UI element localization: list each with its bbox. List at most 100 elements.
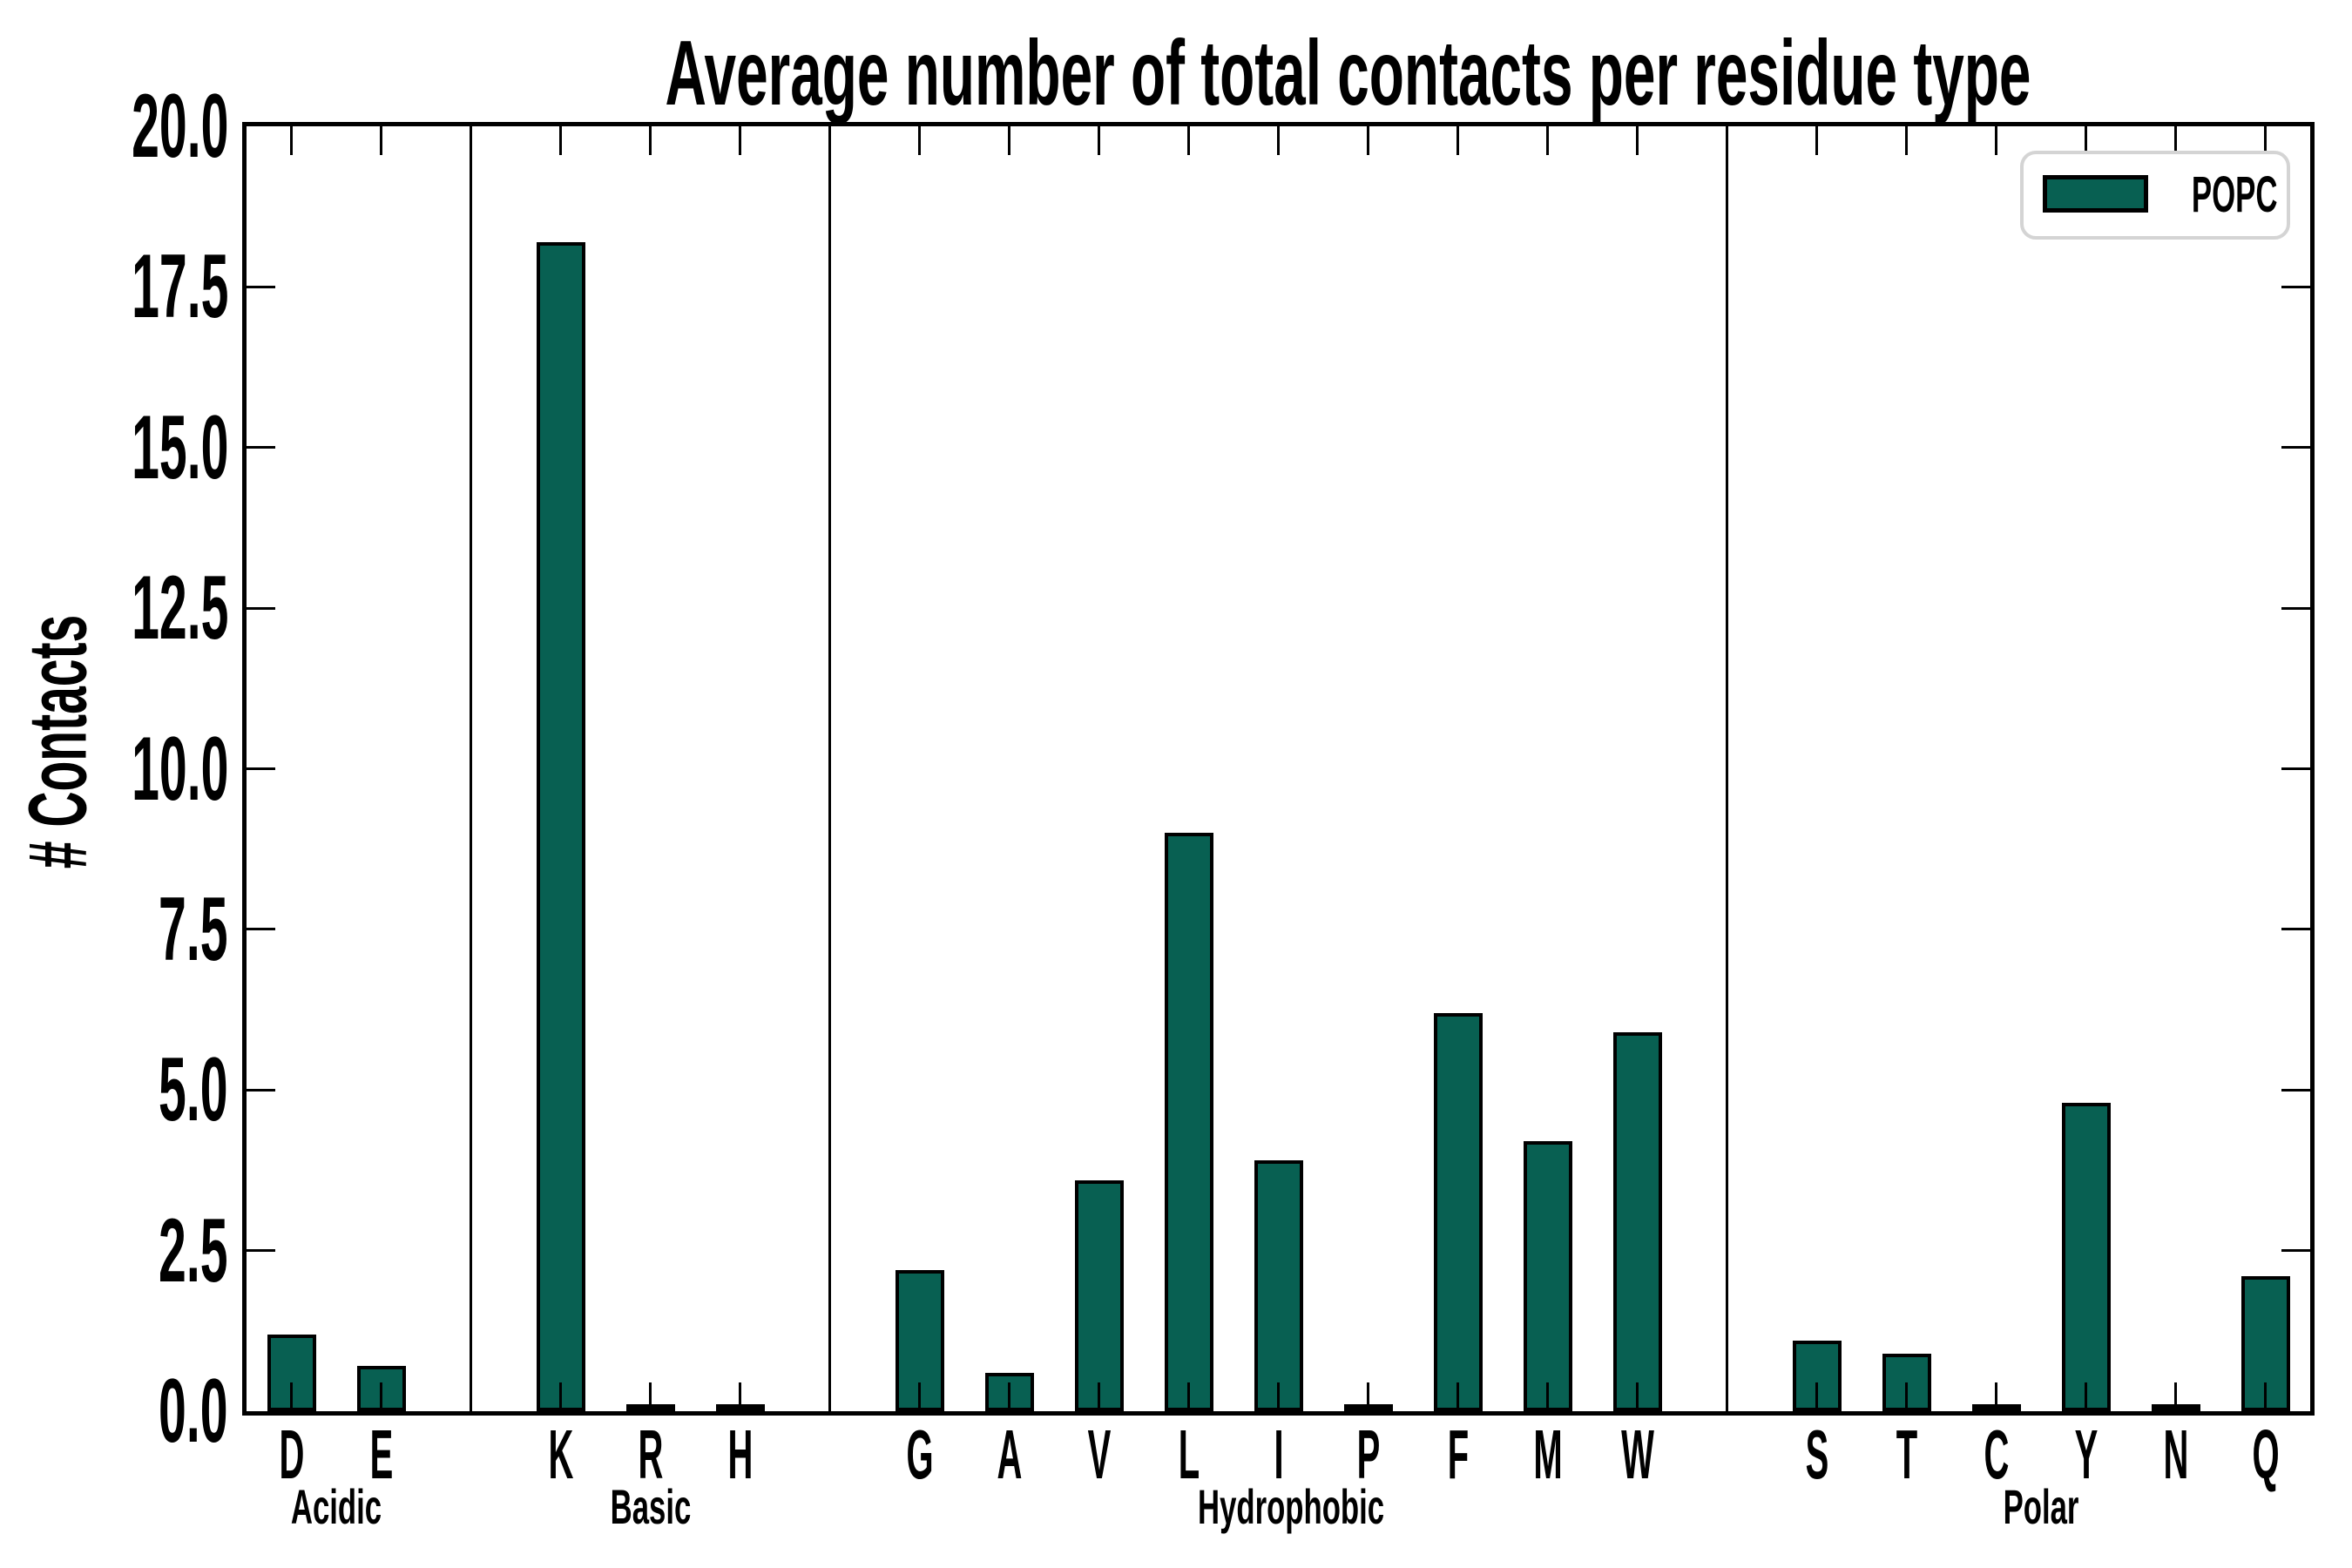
y-tick-left [247,606,275,610]
x-tick-top [470,126,472,155]
bar-Y [2061,1103,2111,1411]
x-tick-top [828,126,831,155]
x-tick-bottom [1905,1382,1908,1411]
x-tick-bottom [559,1382,562,1411]
x-tick-top [1546,126,1549,155]
y-tick-right [2281,1249,2310,1253]
y-tick-left [247,1249,275,1253]
x-tick-top [1815,126,1818,155]
group-label-Polar: Polar [2003,1479,2079,1534]
y-tick-left [247,285,275,288]
x-tick-bottom [1456,1382,1459,1411]
x-tick-bottom [1277,1382,1280,1411]
bar-M [1523,1141,1572,1411]
x-label-D: D [279,1416,304,1493]
x-tick-bottom [649,1382,652,1411]
x-tick-bottom [918,1382,921,1411]
x-tick-bottom [2264,1382,2267,1411]
x-tick-bottom [1815,1382,1818,1411]
x-tick-top [739,126,741,155]
legend-entry: POPC [2163,154,2294,236]
x-label-H: H [727,1416,753,1493]
x-tick-bottom [1546,1382,1549,1411]
group-divider [828,126,831,1411]
y-tick-right [2281,928,2310,931]
x-label-R: R [638,1416,663,1493]
y-tick-label-17.5: 17.5 [131,236,228,338]
x-tick-bottom [290,1382,293,1411]
x-tick-bottom [739,1382,741,1411]
y-tick-right [2281,1088,2310,1092]
x-label-I: I [1273,1416,1284,1493]
x-label-K: K [548,1416,573,1493]
x-tick-bottom [1367,1382,1369,1411]
y-tick-left [247,446,275,449]
x-tick-top [1995,126,1997,155]
bar-K [536,241,585,1411]
y-tick-label-20.0: 20.0 [131,76,228,177]
x-label-A: A [997,1416,1022,1493]
plot-area [242,122,2315,1416]
legend: POPC [2020,151,2290,240]
group-label-Hydrophobic: Hydrophobic [1197,1479,1384,1534]
y-tick-label-10.0: 10.0 [131,718,228,820]
y-tick-left [247,928,275,931]
x-tick-top [918,126,921,155]
x-label-E: E [369,1416,393,1493]
plot-area-inner [247,126,2310,1411]
x-label-N: N [2163,1416,2188,1493]
bar-F [1433,1012,1483,1411]
x-tick-bottom [380,1382,382,1411]
x-label-Y: Y [2074,1416,2098,1493]
x-tick-top [290,126,293,155]
x-tick-top [649,126,652,155]
x-tick-top [1456,126,1459,155]
x-label-G: G [905,1416,934,1493]
x-tick-top [1367,126,1369,155]
x-tick-bottom [1008,1382,1010,1411]
group-divider [1726,126,1728,1411]
x-tick-bottom [2085,1382,2087,1411]
group-divider [470,126,472,1411]
x-label-F: F [1447,1416,1469,1493]
chart-title-text: Average number of total contacts per res… [665,22,2031,125]
legend-swatch-popc [2043,175,2148,213]
x-label-W: W [1620,1416,1654,1493]
y-tick-label-5.0: 5.0 [159,1039,228,1141]
x-tick-top [2085,126,2087,155]
y-tick-right [2281,767,2310,770]
chart-title: Average number of total contacts per res… [247,27,2310,119]
x-tick-top [1636,126,1639,155]
x-label-T: T [1896,1416,1917,1493]
y-tick-left [247,1088,275,1092]
x-tick-top [1098,126,1100,155]
x-tick-bottom [828,1382,831,1411]
y-tick-label-2.5: 2.5 [159,1200,228,1301]
x-tick-top [559,126,562,155]
x-tick-top [1008,126,1010,155]
x-tick-top [2174,126,2177,155]
bar-W [1612,1031,1662,1411]
y-tick-right [2281,446,2310,449]
x-tick-top [1277,126,1280,155]
x-label-V: V [1087,1416,1111,1493]
x-tick-bottom [1187,1382,1190,1411]
x-tick-top [1905,126,1908,155]
x-label-Q: Q [2251,1416,2280,1493]
x-tick-bottom [1995,1382,1997,1411]
x-tick-bottom [1098,1382,1100,1411]
y-tick-right [2281,606,2310,610]
x-tick-bottom [1726,1382,1728,1411]
bar-L [1164,833,1213,1411]
legend-label-popc: POPC [2191,166,2278,223]
y-tick-left [247,767,275,770]
x-label-S: S [1805,1416,1828,1493]
bar-V [1074,1179,1124,1411]
y-tick-label-7.5: 7.5 [159,878,228,980]
x-tick-bottom [2174,1382,2177,1411]
bar-I [1254,1160,1303,1411]
y-tick-label-15.0: 15.0 [131,396,228,498]
x-tick-top [2264,126,2267,155]
y-tick-label-12.5: 12.5 [131,558,228,659]
